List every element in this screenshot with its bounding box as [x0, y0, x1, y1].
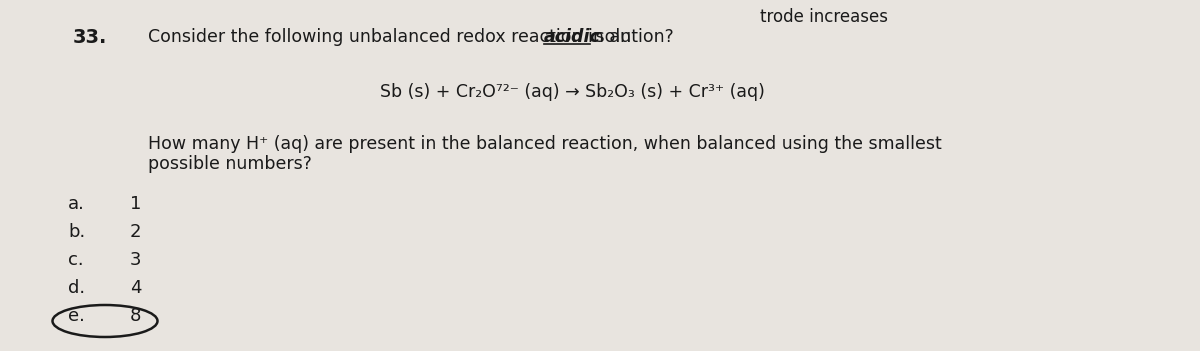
Text: d.: d.: [68, 279, 85, 297]
Text: 3: 3: [130, 251, 142, 269]
Text: 33.: 33.: [73, 28, 107, 47]
Text: 8: 8: [130, 307, 142, 325]
Text: possible numbers?: possible numbers?: [148, 155, 312, 173]
Text: a.: a.: [68, 195, 85, 213]
Text: Sb (s) + Cr₂O⁷²⁻ (aq) → Sb₂O₃ (s) + Cr³⁺ (aq): Sb (s) + Cr₂O⁷²⁻ (aq) → Sb₂O₃ (s) + Cr³⁺…: [380, 83, 764, 101]
Text: Consider the following unbalanced redox reaction in an: Consider the following unbalanced redox …: [148, 28, 636, 46]
Text: b.: b.: [68, 223, 85, 241]
Text: 4: 4: [130, 279, 142, 297]
Text: 1: 1: [130, 195, 142, 213]
Text: trode increases: trode increases: [760, 8, 888, 26]
Text: e.: e.: [68, 307, 85, 325]
Text: How many H⁺ (aq) are present in the balanced reaction, when balanced using the s: How many H⁺ (aq) are present in the bala…: [148, 135, 942, 153]
Text: solution?: solution?: [590, 28, 673, 46]
Text: 2: 2: [130, 223, 142, 241]
Text: c.: c.: [68, 251, 84, 269]
Text: acidic: acidic: [544, 28, 601, 46]
